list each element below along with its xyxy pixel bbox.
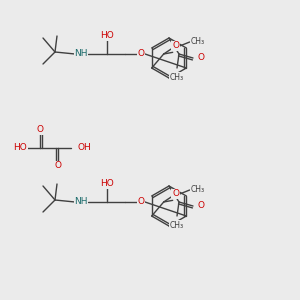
Text: OH: OH bbox=[77, 143, 91, 152]
Text: O: O bbox=[37, 125, 44, 134]
Text: CH₃: CH₃ bbox=[191, 38, 205, 46]
Text: O: O bbox=[197, 53, 204, 62]
Text: O: O bbox=[137, 50, 145, 58]
Text: HO: HO bbox=[100, 32, 114, 40]
Text: O: O bbox=[55, 161, 62, 170]
Text: NH: NH bbox=[74, 50, 88, 58]
Text: O: O bbox=[172, 190, 179, 199]
Text: CH₃: CH₃ bbox=[170, 73, 184, 82]
Text: CH₃: CH₃ bbox=[170, 221, 184, 230]
Text: O: O bbox=[172, 41, 179, 50]
Text: NH: NH bbox=[74, 197, 88, 206]
Text: HO: HO bbox=[13, 143, 27, 152]
Text: CH₃: CH₃ bbox=[191, 185, 205, 194]
Text: O: O bbox=[197, 202, 204, 211]
Text: HO: HO bbox=[100, 179, 114, 188]
Text: O: O bbox=[137, 197, 145, 206]
